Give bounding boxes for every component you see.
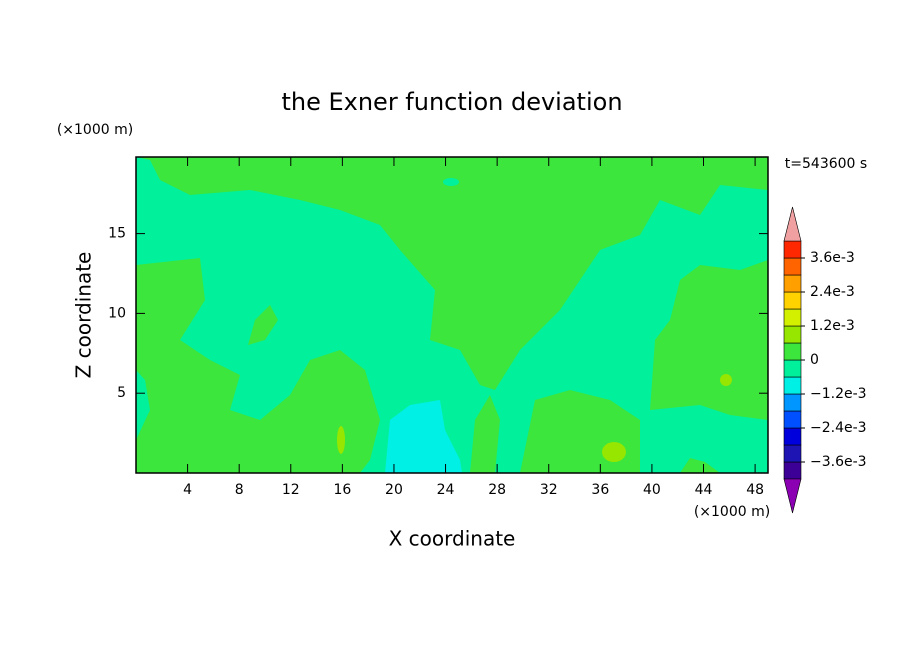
contour-region [443,178,459,186]
colorbar-box [783,376,802,395]
colorbar-box [783,308,802,327]
chart-title: the Exner function deviation [281,88,622,116]
colorbar-box [783,240,802,259]
x-tick-label: 48 [746,482,764,498]
contour-region [385,400,462,473]
plot-frame [135,156,769,474]
colorbar-over [783,206,802,242]
colorbar-tick-label: −1.2e-3 [810,386,867,402]
y-axis-label: Z coordinate [72,252,96,379]
colorbar-box [783,410,802,429]
colorbar-box [783,291,802,310]
x-tick-label: 24 [437,482,455,498]
colorbar-box [783,342,802,361]
colorbar-tick-label: −2.4e-3 [810,420,867,436]
contour-region [470,395,500,473]
contour-region [337,426,345,454]
x-tick-label: 36 [591,482,609,498]
x-tick-label: 12 [282,482,300,498]
y-tick-label: 5 [117,385,126,401]
colorbar-tick-label: 2.4e-3 [810,284,855,300]
colorbar-box [783,325,802,344]
x-tick-label: 4 [183,482,192,498]
y-tick-label: 15 [108,226,126,242]
contour-region [136,258,380,473]
colorbar-tick-label: 3.6e-3 [810,250,855,266]
x-tick-label: 32 [540,482,558,498]
contour-region [720,374,732,386]
colorbar-under [783,478,802,514]
x-tick-label: 28 [488,482,506,498]
colorbar-box [783,444,802,463]
colorbar-box [783,427,802,446]
colorbar-box [783,274,802,293]
y-tick-label: 10 [108,305,126,321]
time-label: t=543600 s [785,156,867,172]
x-axis-label: X coordinate [389,527,516,551]
x-unit: (×1000 m) [694,504,770,520]
colorbar-box [783,257,802,276]
colorbar-box [783,461,802,480]
x-tick-label: 20 [385,482,403,498]
x-tick-label: 8 [235,482,244,498]
colorbar-box [783,359,802,378]
contour-field [136,157,768,473]
x-tick-label: 40 [643,482,661,498]
y-unit: (×1000 m) [57,122,133,138]
contour-region [650,260,768,420]
contour-region [136,157,768,390]
contour-region [248,305,278,345]
colorbar-tick-label: −3.6e-3 [810,454,867,470]
x-tick-label: 16 [333,482,351,498]
colorbar-tick-label: 0 [810,352,819,368]
colorbar-tick-label: 1.2e-3 [810,318,855,334]
contour-region [602,442,626,462]
colorbar-box [783,393,802,412]
x-tick-label: 44 [695,482,713,498]
contour-region [680,458,720,473]
